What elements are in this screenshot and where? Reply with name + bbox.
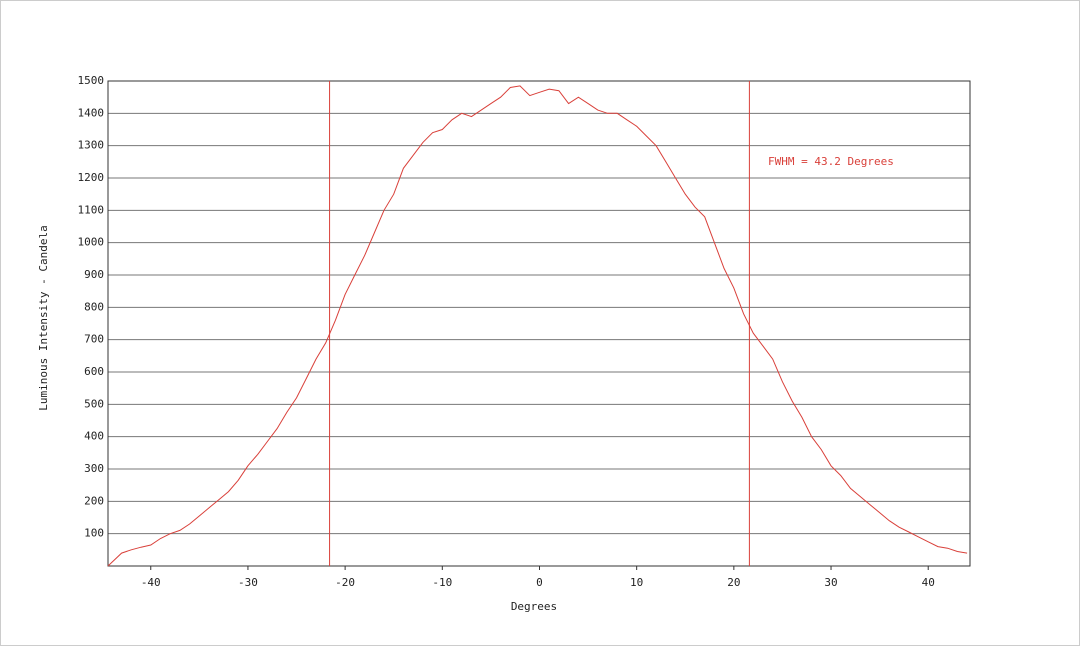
- x-axis-label: Degrees: [511, 600, 557, 613]
- y-axis-label: Luminous Intensity - Candela: [37, 225, 50, 410]
- y-tick-label: 200: [84, 494, 104, 507]
- y-tick-label: 400: [84, 430, 104, 443]
- x-tick-label: 20: [727, 576, 740, 589]
- y-tick-label: 1400: [78, 106, 105, 119]
- y-tick-label: 900: [84, 268, 104, 281]
- x-tick-label: 30: [824, 576, 837, 589]
- intensity-line: [107, 85, 968, 567]
- y-tick-label: 500: [84, 397, 104, 410]
- annotation: FWHM = 43.2 Degrees: [768, 155, 894, 168]
- y-tick-label: 1000: [78, 236, 105, 249]
- x-tick-label: 40: [922, 576, 935, 589]
- x-tick-label: -10: [432, 576, 452, 589]
- x-tick-label: -20: [335, 576, 355, 589]
- x-tick-label: 10: [630, 576, 643, 589]
- y-tick-label: 700: [84, 333, 104, 346]
- y-tick-label: 100: [84, 527, 104, 540]
- x-tick-label: -30: [238, 576, 258, 589]
- y-tick-label: 1300: [78, 139, 105, 152]
- y-tick-label: 300: [84, 462, 104, 475]
- x-tick-label: 0: [536, 576, 543, 589]
- y-tick-label: 800: [84, 300, 104, 313]
- x-tick-label: -40: [141, 576, 161, 589]
- plot-border: [107, 80, 971, 567]
- y-tick-label: 1100: [78, 203, 105, 216]
- y-tick-label: 600: [84, 365, 104, 378]
- y-tick-label: 1500: [78, 74, 105, 87]
- y-tick-label: 1200: [78, 171, 105, 184]
